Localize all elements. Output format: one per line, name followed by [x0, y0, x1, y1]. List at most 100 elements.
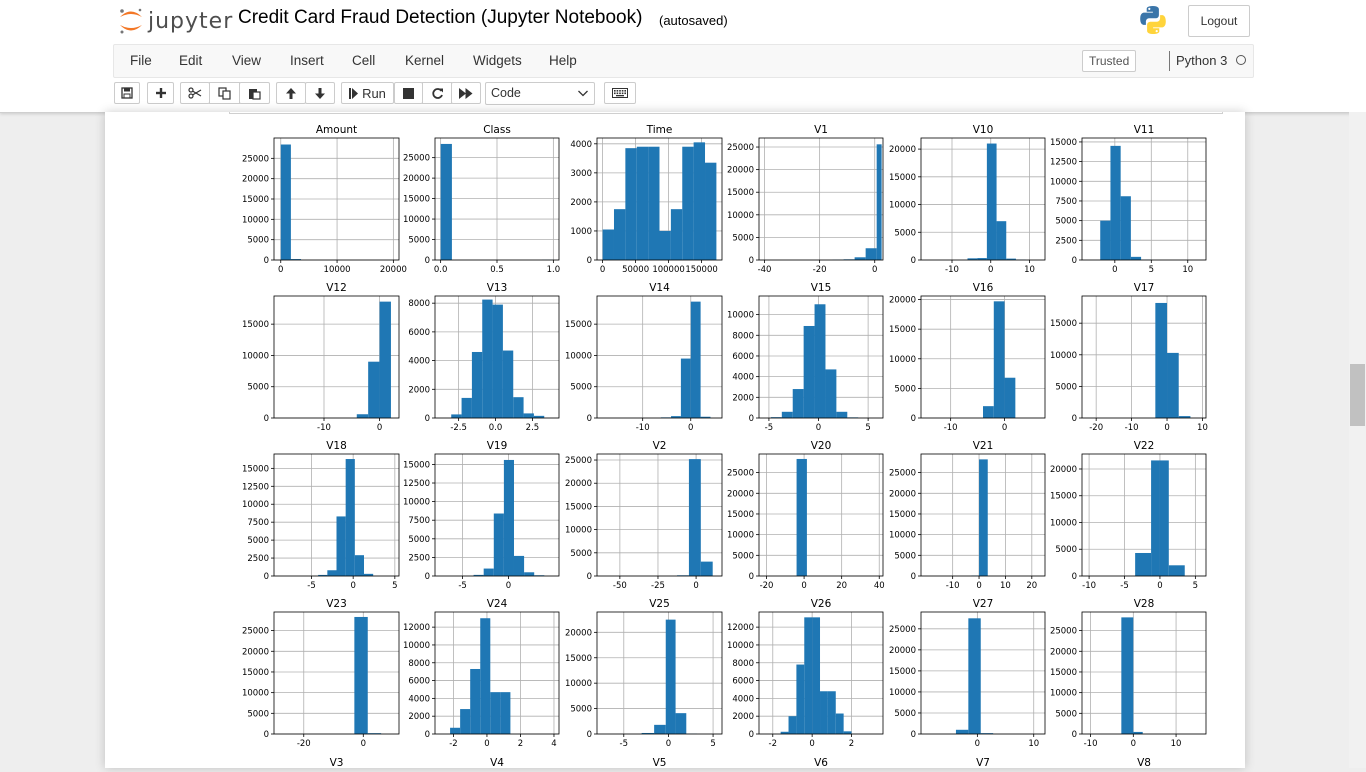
tick-label-y: 12500: [242, 482, 269, 492]
tick-label-y: 0: [1072, 730, 1077, 740]
histogram-bar: [482, 300, 492, 418]
histogram-bar: [676, 713, 687, 734]
tick-label-y: 25000: [242, 154, 269, 164]
tick-label-y: 15000: [727, 510, 754, 520]
tick-label-y: 0: [749, 730, 754, 740]
tick-label-y: 2000: [732, 712, 754, 722]
kernel-name[interactable]: Python 3: [1176, 45, 1227, 77]
tick-label-x: 10: [1028, 739, 1039, 749]
tick-label-x: 0: [506, 581, 511, 591]
tick-label-y: 15000: [242, 668, 269, 678]
histogram-bar: [855, 257, 866, 260]
restart-run-all-button[interactable]: [451, 82, 481, 104]
tick-label-x: 0: [1157, 581, 1162, 591]
tick-label-y: 10000: [403, 215, 430, 225]
histogram-title: V13: [487, 282, 508, 294]
cell-type-select[interactable]: Code: [485, 82, 595, 105]
menu-widgets[interactable]: Widgets: [473, 45, 522, 77]
paste-button[interactable]: [239, 82, 270, 104]
tick-label-y: 4000: [570, 140, 592, 150]
tick-label-y: 20000: [403, 174, 430, 184]
copy-button[interactable]: [209, 82, 240, 104]
tick-label-y: 15000: [1050, 492, 1077, 502]
tick-label-y: 10000: [242, 215, 269, 225]
tick-label-y: 5000: [570, 549, 592, 559]
histogram-title: V22: [1134, 440, 1155, 452]
histogram-bar: [828, 691, 836, 734]
save-button[interactable]: [114, 82, 140, 104]
histogram-bar: [346, 459, 355, 576]
tick-label-y: 10000: [565, 351, 592, 361]
histogram-bar: [836, 714, 844, 734]
run-button[interactable]: Run: [341, 82, 394, 104]
menu-insert[interactable]: Insert: [290, 45, 324, 77]
tick-label-x: -10: [1082, 581, 1096, 591]
tick-label-x: 0: [816, 423, 821, 433]
tick-label-y: 0: [911, 256, 916, 266]
histogram-title: V4: [490, 757, 504, 768]
histogram-bar: [956, 730, 968, 734]
fast-forward-icon: [459, 88, 473, 99]
tick-label-y: 10000: [1050, 351, 1077, 361]
interrupt-button[interactable]: [394, 82, 423, 104]
trusted-badge[interactable]: Trusted: [1082, 50, 1136, 72]
keyboard-icon: [612, 88, 628, 98]
scrollbar-thumb[interactable]: [1350, 364, 1365, 426]
tick-label-y: 0: [587, 572, 592, 582]
move-up-button[interactable]: [276, 82, 306, 104]
histogram-bar: [694, 142, 705, 260]
menu-help[interactable]: Help: [549, 45, 577, 77]
tick-label-y: 12500: [1050, 158, 1077, 168]
command-palette-button[interactable]: [604, 82, 636, 104]
tick-label-y: 6000: [408, 328, 430, 338]
histogram-bar: [1121, 617, 1133, 734]
cut-button[interactable]: [180, 82, 210, 104]
tick-label-y: 5000: [894, 551, 916, 561]
plus-icon: [155, 87, 167, 99]
histogram-bar: [462, 398, 472, 418]
histogram-bar: [825, 369, 836, 418]
logout-button[interactable]: Logout: [1188, 5, 1250, 37]
menubar: File Edit View Insert Cell Kernel Widget…: [113, 44, 1254, 78]
tick-label-x: 0: [976, 581, 981, 591]
tick-label-x: -20: [813, 265, 827, 275]
tick-label-y: 3000: [570, 169, 592, 179]
tick-label-y: 15000: [889, 325, 916, 335]
menu-view[interactable]: View: [232, 45, 261, 77]
tick-label-y: 0: [425, 256, 430, 266]
tick-label-x: 0: [809, 739, 814, 749]
tick-label-y: 20000: [565, 479, 592, 489]
tick-label-y: 25000: [889, 469, 916, 479]
menu-kernel[interactable]: Kernel: [405, 45, 444, 77]
jupyter-logo[interactable]: jupyter: [118, 6, 233, 36]
tick-label-y: 5000: [247, 709, 269, 719]
step-forward-icon: [349, 88, 359, 99]
page-scrollbar[interactable]: [1349, 112, 1366, 768]
tick-label-y: 15000: [565, 502, 592, 512]
move-down-button[interactable]: [305, 82, 335, 104]
histogram-bar: [671, 209, 682, 260]
tick-label-y: 7500: [247, 518, 269, 528]
histogram-bar: [1135, 553, 1151, 576]
tick-label-y: 15000: [565, 320, 592, 330]
notebook-title[interactable]: Credit Card Fraud Detection (Jupyter Not…: [238, 7, 642, 29]
histogram-title: V8: [1137, 757, 1151, 768]
histogram-bar: [789, 716, 797, 734]
tick-label-y: 15000: [403, 195, 430, 205]
restart-button[interactable]: [422, 82, 452, 104]
tick-label-y: 15000: [1050, 668, 1077, 678]
menu-edit[interactable]: Edit: [179, 45, 202, 77]
arrow-up-icon: [285, 87, 297, 100]
run-label: Run: [362, 86, 386, 101]
histogram-bar: [1005, 378, 1016, 418]
insert-cell-button[interactable]: [147, 82, 174, 104]
axes-frame: [921, 612, 1045, 734]
histogram-title: V21: [973, 440, 994, 452]
menu-cell[interactable]: Cell: [352, 45, 375, 77]
histogram-bar: [354, 617, 367, 734]
menu-file[interactable]: File: [130, 45, 152, 77]
tick-label-y: 0: [1072, 572, 1077, 582]
tick-label-y: 4000: [732, 373, 754, 383]
